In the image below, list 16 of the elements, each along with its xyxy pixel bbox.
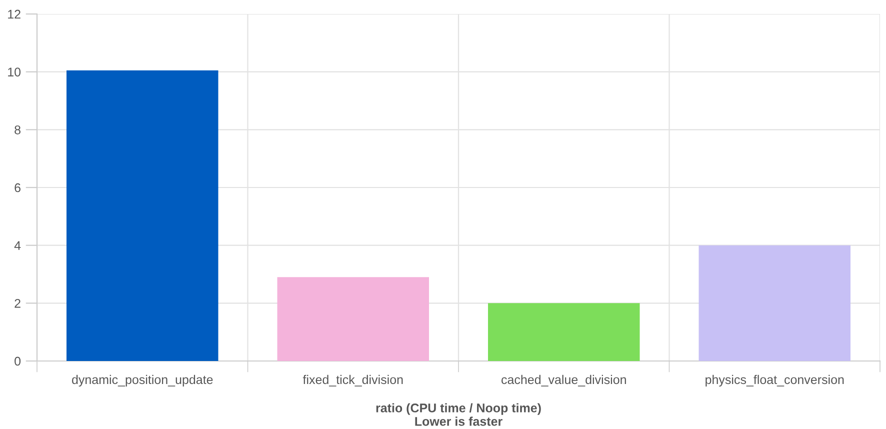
bar [698, 245, 850, 361]
y-tick-label: 2 [14, 298, 20, 308]
y-tick-label: 12 [8, 10, 20, 19]
y-tick-label: 0 [14, 356, 21, 366]
x-tick-label: dynamic_position_update [72, 374, 213, 387]
y-tick-label: 4 [14, 241, 21, 250]
x-tick-label: physics_float_conversion [706, 374, 844, 387]
bar [488, 303, 640, 361]
y-tick-label: 8 [14, 125, 20, 134]
bar [277, 277, 429, 361]
x-axis-title: ratio (CPU time / Noop time) Lower is faster [376, 403, 541, 426]
y-tick-label: 6 [14, 183, 20, 192]
x-tick-label: fixed_tick_division [302, 374, 403, 386]
x-tick-label: cached_value_division [502, 374, 626, 386]
y-tick-label: 10 [8, 68, 21, 76]
bar [66, 70, 218, 361]
